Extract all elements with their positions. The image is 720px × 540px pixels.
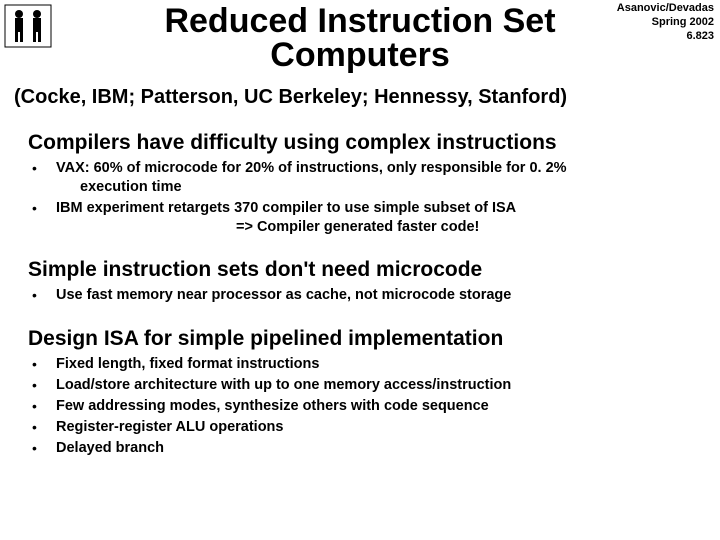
bullet-dot: • [28,286,56,304]
bullet-text: IBM experiment retargets 370 compiler to… [56,199,516,218]
bullet-text: Load/store architecture with up to one m… [56,376,511,395]
bullet-text: Use fast memory near processor as cache,… [56,286,511,305]
page-title-line1: Reduced Instruction Set [0,4,720,38]
section-heading: Simple instruction sets don't need micro… [28,258,692,282]
bullet-text: Delayed branch [56,439,164,458]
bullet-text: Fixed length, fixed format instructions [56,355,319,374]
bullet-text: execution time [56,178,567,197]
bullet-dot: • [28,355,56,373]
list-item: • Use fast memory near processor as cach… [28,286,692,305]
logo-icon [4,4,52,48]
bullet-dot: • [28,199,56,217]
bullet-dot: • [28,159,56,177]
subtitle: (Cocke, IBM; Patterson, UC Berkeley; Hen… [0,86,720,109]
list-item: • Delayed branch [28,439,692,458]
bullet-text: VAX: 60% of microcode for 20% of instruc… [56,159,567,178]
bullet-text: Few addressing modes, synthesize others … [56,397,489,416]
bullet-text: => Compiler generated faster code! [56,218,516,237]
list-item: • Fixed length, fixed format instruction… [28,355,692,374]
bullet-dot: • [28,439,56,457]
bullet-dot: • [28,397,56,415]
list-item: • Register-register ALU operations [28,418,692,437]
meta-authors: Asanovic/Devadas [617,2,714,16]
section-heading: Compilers have difficulty using complex … [28,131,692,155]
course-meta: Asanovic/Devadas Spring 2002 6.823 [617,2,714,43]
section-heading: Design ISA for simple pipelined implemen… [28,327,692,351]
bullet-dot: • [28,418,56,436]
content-area: Compilers have difficulty using complex … [0,131,720,457]
bullet-text: Register-register ALU operations [56,418,283,437]
list-item: • VAX: 60% of microcode for 20% of instr… [28,159,692,197]
list-item: • IBM experiment retargets 370 compiler … [28,199,692,237]
meta-term: Spring 2002 [617,16,714,30]
meta-course: 6.823 [617,30,714,44]
list-item: • Load/store architecture with up to one… [28,376,692,395]
page-title-line2: Computers [0,38,720,72]
list-item: • Few addressing modes, synthesize other… [28,397,692,416]
bullet-dot: • [28,376,56,394]
